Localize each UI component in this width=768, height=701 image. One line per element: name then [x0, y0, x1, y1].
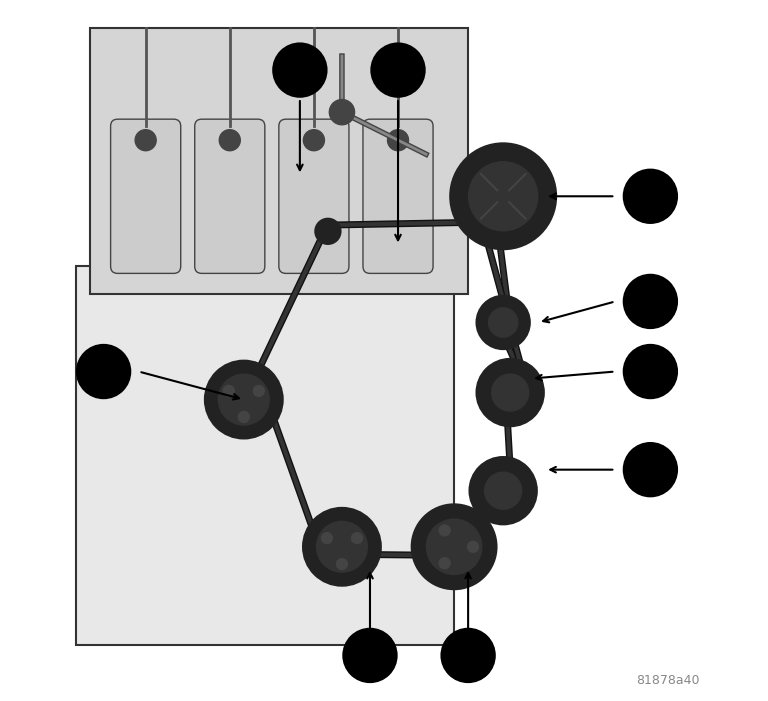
Polygon shape	[90, 28, 468, 294]
Circle shape	[329, 100, 355, 125]
Circle shape	[469, 457, 537, 524]
Text: 81878a40: 81878a40	[636, 674, 700, 687]
Circle shape	[492, 374, 528, 411]
Circle shape	[624, 345, 677, 398]
Circle shape	[317, 522, 367, 572]
Text: 9: 9	[392, 61, 404, 79]
Circle shape	[496, 484, 510, 498]
Circle shape	[498, 317, 508, 328]
Text: 7: 7	[98, 362, 110, 381]
Circle shape	[235, 391, 252, 408]
Circle shape	[485, 472, 521, 509]
Circle shape	[343, 629, 396, 682]
Circle shape	[223, 386, 234, 397]
Circle shape	[336, 559, 348, 570]
Text: 6: 6	[364, 646, 376, 665]
Circle shape	[205, 361, 283, 438]
Text: 4: 4	[644, 461, 657, 479]
Circle shape	[624, 443, 677, 496]
Circle shape	[624, 170, 677, 223]
Circle shape	[303, 130, 324, 151]
Circle shape	[351, 533, 362, 544]
Circle shape	[253, 386, 264, 397]
Circle shape	[372, 43, 425, 97]
Circle shape	[220, 130, 240, 151]
Circle shape	[333, 538, 350, 555]
Circle shape	[316, 219, 340, 244]
Circle shape	[451, 144, 556, 249]
Circle shape	[219, 374, 269, 425]
FancyBboxPatch shape	[363, 119, 433, 273]
Circle shape	[488, 308, 518, 337]
Circle shape	[468, 541, 478, 552]
Circle shape	[238, 411, 250, 423]
Circle shape	[469, 162, 538, 231]
Circle shape	[77, 345, 131, 398]
Circle shape	[503, 386, 517, 400]
Circle shape	[442, 629, 495, 682]
Circle shape	[445, 538, 462, 555]
Circle shape	[624, 275, 677, 328]
Polygon shape	[75, 266, 454, 645]
Circle shape	[135, 130, 156, 151]
Circle shape	[476, 296, 530, 349]
Circle shape	[303, 508, 380, 585]
FancyBboxPatch shape	[279, 119, 349, 273]
Text: 5: 5	[462, 646, 475, 665]
Text: 1: 1	[644, 187, 657, 205]
Text: 3: 3	[644, 362, 657, 381]
Circle shape	[476, 359, 544, 426]
FancyBboxPatch shape	[111, 119, 180, 273]
FancyBboxPatch shape	[195, 119, 265, 273]
Text: 2: 2	[644, 292, 657, 311]
Circle shape	[388, 130, 409, 151]
Circle shape	[321, 533, 333, 544]
Circle shape	[439, 525, 450, 536]
Circle shape	[273, 43, 326, 97]
Circle shape	[412, 505, 496, 589]
Circle shape	[427, 519, 482, 574]
Text: 8: 8	[293, 61, 306, 79]
Circle shape	[495, 188, 511, 205]
Circle shape	[439, 557, 450, 569]
